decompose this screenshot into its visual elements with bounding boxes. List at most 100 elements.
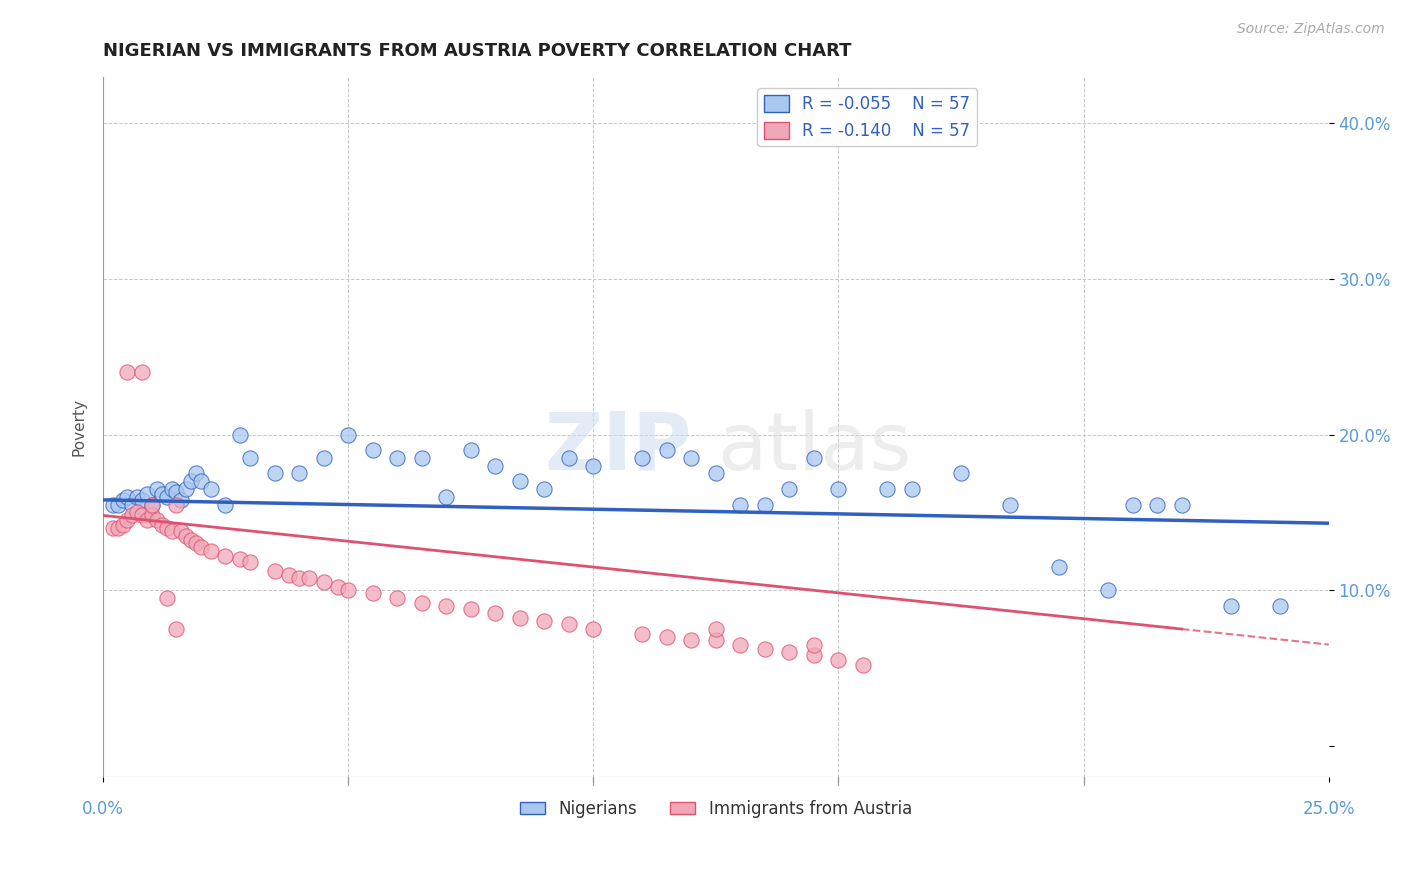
Point [509,474,531,488]
Point [385,450,408,465]
Point [337,427,360,442]
Point [655,630,678,644]
Point [263,565,285,579]
Point [704,467,727,481]
Point [141,508,163,523]
Point [754,498,776,512]
Point [239,450,262,465]
Point [141,498,163,512]
Legend: Nigerians, Immigrants from Austria: Nigerians, Immigrants from Austria [513,793,918,824]
Point [136,486,159,500]
Point [180,474,202,488]
Point [184,536,207,550]
Point [803,648,825,663]
Point [101,521,124,535]
Point [312,575,335,590]
Point [170,524,193,538]
Text: NIGERIAN VS IMMIGRANTS FROM AUSTRIA POVERTY CORRELATION CHART: NIGERIAN VS IMMIGRANTS FROM AUSTRIA POVE… [103,42,852,60]
Point [998,498,1021,512]
Point [582,458,605,473]
Point [558,450,581,465]
Point [121,508,143,523]
Point [239,555,262,569]
Point [214,549,236,563]
Point [156,591,179,605]
Point [229,427,252,442]
Point [117,365,139,379]
Point [166,622,188,636]
Point [361,586,384,600]
Point [827,653,849,667]
Point [131,508,153,523]
Point [533,614,555,628]
Point [184,467,207,481]
Text: 0.0%: 0.0% [82,800,124,818]
Point [901,482,924,496]
Point [214,498,236,512]
Point [288,467,311,481]
Point [200,482,222,496]
Point [631,626,654,640]
Point [146,482,169,496]
Point [150,486,173,500]
Point [411,596,433,610]
Point [263,467,285,481]
Point [704,632,727,647]
Point [141,498,163,512]
Point [681,632,703,647]
Point [1122,498,1144,512]
Point [778,482,800,496]
Point [121,498,143,512]
Point [533,482,555,496]
Point [278,567,301,582]
Point [146,513,169,527]
Point [190,540,212,554]
Point [160,482,183,496]
Point [361,443,384,458]
Point [754,642,776,657]
Point [1047,559,1070,574]
Point [337,583,360,598]
Point [190,474,212,488]
Point [1219,599,1241,613]
Point [704,622,727,636]
Point [434,490,457,504]
Point [166,485,188,500]
Text: 25.0%: 25.0% [1302,800,1355,818]
Point [131,492,153,507]
Point [434,599,457,613]
Text: ZIP: ZIP [544,409,692,487]
Point [385,591,408,605]
Point [288,571,311,585]
Point [156,521,179,535]
Point [111,517,134,532]
Text: Source: ZipAtlas.com: Source: ZipAtlas.com [1237,22,1385,37]
Point [156,490,179,504]
Point [174,482,197,496]
Point [730,498,752,512]
Point [460,602,482,616]
Point [136,513,159,527]
Point [298,571,321,585]
Point [166,498,188,512]
Point [174,529,197,543]
Point [876,482,898,496]
Point [131,365,153,379]
Point [484,458,506,473]
Point [484,607,506,621]
Point [655,443,678,458]
Point [582,622,605,636]
Point [127,505,149,519]
Point [558,617,581,632]
Point [803,450,825,465]
Point [827,482,849,496]
Y-axis label: Poverty: Poverty [72,398,86,456]
Point [101,498,124,512]
Point [509,611,531,625]
Point [681,450,703,465]
Point [229,552,252,566]
Point [803,638,825,652]
Point [1097,583,1119,598]
Point [107,498,129,512]
Point [111,492,134,507]
